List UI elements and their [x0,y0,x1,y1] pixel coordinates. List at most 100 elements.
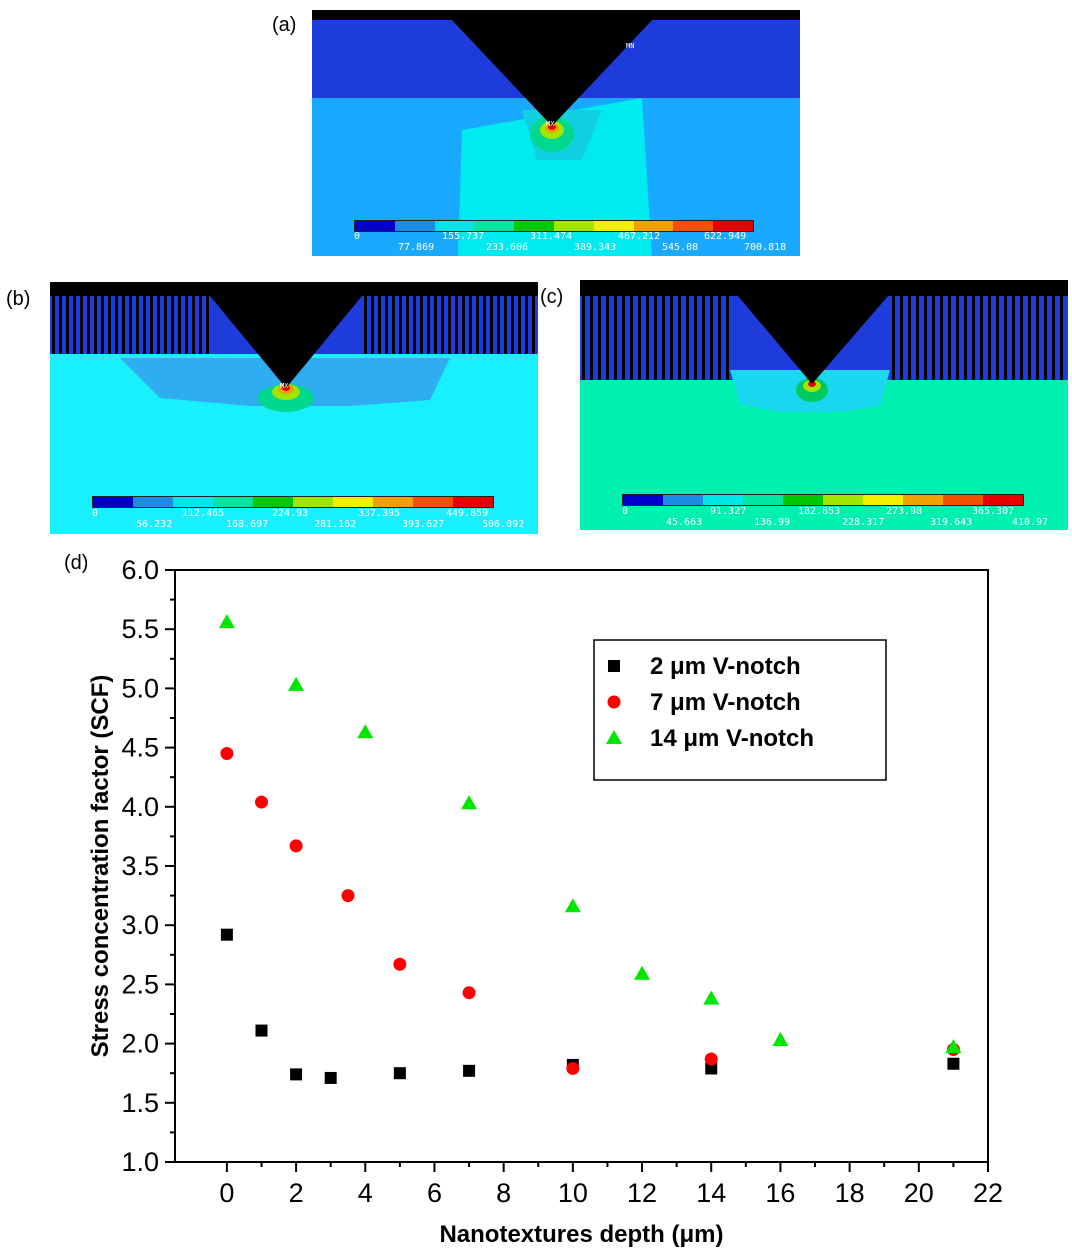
panel-c-cb-label: 228.317 [842,517,885,528]
legend-marker-triangle [606,730,622,744]
nanotexture-rib [143,296,146,354]
nanotexture-rib [1036,296,1039,380]
x-tick-label: 0 [219,1178,234,1208]
nanotexture-rib [718,296,721,380]
panel-b-cb-label: 337.395 [358,508,401,519]
nanotexture-rib [972,296,975,380]
nanotexture-rib [964,296,967,380]
nanotexture-rib [980,296,983,380]
nanotexture-rib [646,296,649,380]
panel-c-cb-label: 365.307 [972,506,1015,517]
data-point-square [324,1071,337,1084]
nanotexture-rib [892,296,895,380]
nanotexture-rib [511,296,514,354]
panel-a-cb-label: 700.818 [744,242,787,253]
panel-a-cb-label: 155.737 [442,231,485,242]
nanotexture-rib [638,296,641,380]
nanotexture-rib [1044,296,1047,380]
nanotexture-rib [413,296,416,354]
x-tick-label: 14 [696,1178,726,1208]
y-tick-label: 1.5 [121,1088,159,1118]
nanotexture-rib [1060,296,1063,380]
panel-a-contour-svg [312,10,800,256]
nanotexture-rib [726,296,729,380]
legend-marker-square [608,660,620,672]
panel-a-cb-label: 389.343 [574,242,617,253]
nanotexture-rib [988,296,991,380]
nanotexture-rib [504,296,507,354]
panel-a-cb-label: 233.606 [486,242,529,253]
panel-b-label: (b) [6,288,31,310]
panel-a-label: (a) [272,14,297,36]
nanotexture-rib [420,296,423,354]
panel-a-cb-label: 77.869 [398,242,435,253]
nanotexture-rib [462,296,465,354]
panel-c-contour-svg [580,280,1068,530]
nanotexture-rib [670,296,673,380]
x-tick-label: 4 [358,1178,373,1208]
nanotexture-rib [399,296,402,354]
y-tick-label: 3.5 [121,851,159,881]
scf-scatter-chart: 1.0 1.5 2.0 2.5 3.0 3.5 4.0 4.5 5.0 5.5 6.0 0 2 4 6 8 10… [0,548,1072,1255]
panel-a-colorbar [354,220,754,232]
nanotexture-rib [122,296,125,354]
nanotexture-rib [622,296,625,380]
y-tick-label: 1.0 [121,1147,159,1177]
data-point-triangle [772,1032,789,1047]
nanotexture-rib [206,296,209,354]
data-point-square [255,1024,268,1037]
panel-a-max-marker: MX [546,120,555,128]
legend-marker-circle [607,695,621,709]
series-2 [218,614,962,1054]
panel-b-cb-label: 168.697 [226,519,269,530]
nanotexture-rib [996,296,999,380]
panel-b-contour-svg [50,282,538,534]
nanotexture-rib [630,296,633,380]
data-point-circle [393,957,407,971]
nanotexture-rib [469,296,472,354]
x-tick-label: 18 [835,1178,865,1208]
panel-c-cb-label: 0 [622,506,629,517]
panel-b-cb-label: 393.627 [402,519,445,530]
y-tick-label: 6.0 [121,555,159,585]
nanotexture-rib [497,296,500,354]
nanotexture-rib [66,296,69,354]
y-tick-label: 5.0 [121,673,159,703]
data-point-square [463,1064,476,1077]
nanotexture-rib [192,296,195,354]
nanotexture-rib [686,296,689,380]
panel-c-cb-label: 45.663 [666,517,703,528]
nanotexture-rib [364,296,367,354]
nanotexture-rib [1004,296,1007,380]
panel-a-cb-label: 622.949 [704,231,747,242]
nanotexture-rib [948,296,951,380]
nanotexture-rib [532,296,535,354]
data-point-circle [289,839,303,853]
y-tick-label: 4.0 [121,792,159,822]
data-point-circle [704,1052,718,1066]
nanotexture-rib [178,296,181,354]
nanotexture-rib [614,296,617,380]
nanotexture-rib [518,296,521,354]
panel-c-cb-label: 410.97 [1012,517,1049,528]
nanotexture-rib [406,296,409,354]
data-point-circle [566,1061,580,1075]
data-point-circle [462,986,476,1000]
panel-c-label: (c) [540,286,564,308]
data-point-square [705,1062,718,1075]
data-point-triangle [945,1039,962,1054]
x-tick-label: 10 [558,1178,588,1208]
legend-label: 7 μm V-notch [650,689,801,716]
nanotexture-rib [582,296,585,380]
panel-b-cb-label: 281.162 [314,519,357,530]
y-tick-label: 2.5 [121,969,159,999]
nanotexture-rib [932,296,935,380]
nanotexture-rib [101,296,104,354]
panel-c-cb-label: 91.327 [710,506,747,517]
data-point-circle [254,795,268,809]
nanotexture-rib [900,296,903,380]
nanotexture-rib [490,296,493,354]
legend-label: 14 μm V-notch [650,725,814,752]
nanotexture-rib [434,296,437,354]
data-point-triangle [288,676,305,691]
